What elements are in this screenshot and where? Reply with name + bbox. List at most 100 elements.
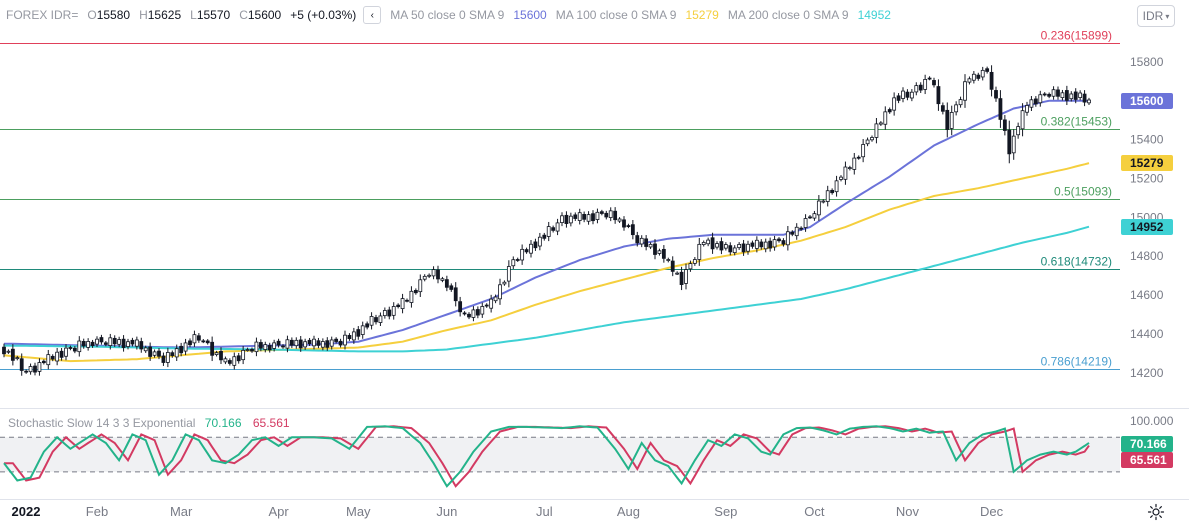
candle-body: [670, 260, 675, 272]
candle-body: [994, 90, 998, 99]
candle-body: [196, 335, 201, 341]
candle-body: [152, 351, 157, 356]
candle-body: [533, 241, 538, 249]
candle-body: [1078, 92, 1083, 98]
candle-body: [861, 144, 866, 158]
candle-body: [462, 312, 467, 315]
fibonacci-levels: [0, 43, 1120, 370]
ma100-label[interactable]: MA 100 close 0 SMA 9: [555, 8, 677, 22]
candle-body: [666, 259, 671, 261]
fib-level-label: 0.382(15453): [1041, 115, 1112, 129]
ma200-label[interactable]: MA 200 close 0 SMA 9: [727, 8, 849, 22]
candle-body: [1047, 93, 1052, 97]
candle-body: [661, 248, 666, 259]
candle-body: [812, 213, 817, 219]
candle-body: [387, 309, 392, 317]
collapse-legend-button[interactable]: ‹: [363, 6, 382, 24]
fibonacci-labels: 0.236(15899) 0.382(15453) 0.5(15093) 0.618(…: [1041, 29, 1112, 369]
currency-select[interactable]: IDR ▾: [1137, 5, 1175, 27]
candle-body: [250, 348, 254, 352]
candle-body: [10, 348, 15, 361]
candle-body: [679, 271, 684, 285]
candle-body: [737, 243, 742, 249]
candle-body: [653, 243, 657, 255]
candle-body: [179, 345, 184, 354]
candle-body: [329, 339, 334, 347]
candle-body: [258, 342, 263, 349]
candle-body: [958, 99, 963, 106]
ma50-label[interactable]: MA 50 close 0 SMA 9: [390, 8, 505, 22]
candle-body: [573, 214, 578, 219]
candle-body: [830, 189, 835, 194]
candle-body: [316, 340, 321, 346]
close-value: 15600: [247, 8, 282, 22]
time-tick-label: 2022: [12, 504, 41, 519]
candle-body: [95, 338, 99, 345]
candle-body: [188, 340, 192, 346]
candle-body: [6, 350, 11, 353]
candle-body: [427, 274, 432, 277]
candle-body: [289, 339, 294, 346]
candle-body: [351, 331, 356, 341]
stochastic-k-value: 70.166: [204, 416, 242, 430]
settings-gear-icon[interactable]: [1147, 503, 1165, 521]
candle-body: [192, 334, 197, 344]
price-tick-label: 15200: [1130, 171, 1164, 185]
candle-body: [901, 90, 905, 99]
stochastic-legend: Stochastic Slow 14 3 3 Exponential 70.16…: [8, 416, 290, 430]
candle-body: [577, 212, 582, 221]
candle-body: [768, 240, 773, 249]
stochastic-d-badge: 65.561: [1121, 452, 1173, 468]
candle-body: [99, 337, 104, 343]
candle-body: [245, 349, 250, 351]
candle-body: [856, 156, 861, 159]
candle-body: [723, 244, 728, 249]
stochastic-label[interactable]: Stochastic Slow 14 3 3 Exponential: [8, 416, 196, 430]
candle-body: [46, 354, 51, 366]
candle-body: [555, 222, 560, 232]
candle-body: [715, 243, 719, 248]
candle-body: [72, 347, 77, 352]
symbol-label[interactable]: FOREX IDR=: [6, 8, 79, 22]
candle-body: [608, 210, 613, 218]
price-tick-label: 14400: [1130, 327, 1164, 341]
fib-level-label: 0.786(14219): [1041, 355, 1112, 369]
candle-body: [223, 358, 228, 363]
candle-body: [967, 78, 972, 83]
candle-body: [998, 98, 1003, 120]
candle-body: [183, 342, 188, 352]
candle-body: [1064, 90, 1069, 101]
candle-body: [1069, 93, 1074, 100]
candle-body: [130, 339, 135, 345]
candle-body: [613, 210, 618, 221]
candle-body: [24, 370, 29, 373]
candle-body: [1038, 94, 1043, 104]
candle-body: [750, 242, 755, 247]
candlesticks: [2, 65, 1091, 376]
candle-body: [139, 341, 144, 350]
chevron-left-icon: ‹: [370, 9, 374, 21]
candle-body: [759, 241, 764, 248]
candle-body: [126, 341, 130, 347]
candle-body: [298, 339, 303, 349]
time-axis[interactable]: 2022 Feb Mar Apr May Jun Jul Aug Sep Oct Nov Dec: [12, 504, 1004, 519]
price-badge: 14952: [1121, 218, 1173, 235]
candle-body: [1087, 99, 1091, 104]
candle-body: [267, 345, 272, 351]
candle-body: [161, 355, 166, 363]
candle-body: [81, 341, 86, 347]
low-value: 15570: [196, 8, 231, 22]
candle-body: [976, 74, 981, 79]
candle-body: [307, 339, 312, 345]
candle-body: [232, 356, 237, 366]
candle-body: [471, 309, 476, 318]
candle-body: [560, 215, 564, 223]
candle-body: [1073, 91, 1078, 100]
candle-body: [940, 105, 945, 112]
candle-body: [648, 243, 653, 248]
fib-level-label: 0.236(15899): [1041, 29, 1112, 43]
candle-body: [201, 340, 206, 343]
candle-body: [1016, 126, 1021, 136]
candle-body: [19, 358, 24, 371]
